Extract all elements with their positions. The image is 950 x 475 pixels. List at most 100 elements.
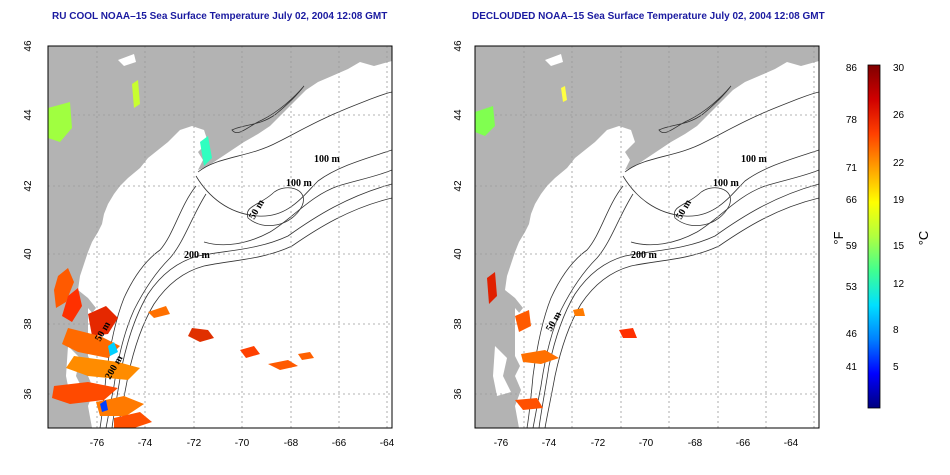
y-axis-ticks: 46 44 42 40 38 36 <box>23 40 34 400</box>
y-axis-ticks: 46 44 42 40 38 36 <box>453 40 464 400</box>
depth-label: 100 m <box>286 178 313 189</box>
bathymetry-contour <box>622 149 819 217</box>
sst-patch-warm <box>54 268 74 308</box>
sst-patch-cool <box>48 102 72 142</box>
map-gridlines <box>475 46 819 428</box>
x-tick-label: -72 <box>187 438 202 449</box>
y-tick-label: 38 <box>453 318 464 330</box>
x-axis-ticks: -76 -74 -72 -70 -68 -66 -64 <box>494 438 799 449</box>
bathymetry-contour <box>246 187 304 226</box>
celsius-tick-label: 5 <box>893 362 899 373</box>
map-frame <box>474 45 820 429</box>
temperature-colorbar: 86 78 71 66 59 53 46 41 30 26 22 19 15 1… <box>831 63 931 409</box>
fahrenheit-tick-label: 46 <box>846 329 858 340</box>
x-tick-label: -68 <box>688 438 703 449</box>
sst-patch-cold <box>100 400 108 412</box>
fahrenheit-tick-label: 78 <box>846 115 858 126</box>
bathymetry-contour <box>538 183 819 428</box>
sst-patch-cool <box>132 80 140 108</box>
bathymetry-contour <box>532 193 634 428</box>
y-tick-label: 44 <box>453 109 464 121</box>
sst-patch-warm <box>62 328 120 358</box>
sst-patch-warm <box>66 356 140 380</box>
sst-patch-warm <box>52 382 118 404</box>
x-tick-label: -72 <box>591 438 606 449</box>
right-sst-map[interactable]: 100 m 100 m 50 m 200 m 50 m -76 -74 -72 … <box>453 40 820 449</box>
bathymetry-contour <box>673 187 731 226</box>
lake-shape <box>118 54 136 66</box>
colorbar-scale <box>867 64 881 409</box>
x-tick-label: -68 <box>284 438 299 449</box>
x-tick-label: -64 <box>380 438 395 449</box>
map-gridlines <box>48 46 392 428</box>
x-tick-label: -76 <box>494 438 509 449</box>
sst-patch-warm <box>268 360 298 370</box>
x-tick-label: -70 <box>235 438 250 449</box>
bathymetry-contour <box>231 85 305 134</box>
fahrenheit-tick-label: 66 <box>846 195 858 206</box>
left-map-title: RU COOL NOAA–15 Sea Surface Temperature … <box>52 11 388 22</box>
celsius-tick-label: 30 <box>893 63 905 74</box>
map-content: 100 m 100 m 50 m 200 m 50 m <box>475 46 819 428</box>
colorbar-celsius-ticks: 30 26 22 19 15 12 8 5 <box>893 63 905 373</box>
sst-patch-cool <box>561 86 567 102</box>
y-tick-label: 46 <box>453 40 464 52</box>
sst-patch-warm <box>487 272 497 304</box>
bathymetry-contour <box>658 85 732 134</box>
celsius-tick-label: 8 <box>893 325 899 336</box>
celsius-tick-label: 19 <box>893 195 905 206</box>
y-tick-label: 42 <box>453 180 464 192</box>
bay-shape <box>493 346 511 396</box>
sst-patch-warm <box>148 306 170 318</box>
colorbar-fahrenheit-ticks: 86 78 71 66 59 53 46 41 <box>846 63 858 373</box>
sst-patch-warm <box>114 412 152 428</box>
fahrenheit-tick-label: 71 <box>846 163 858 174</box>
map-frame <box>47 45 393 429</box>
sst-patch-warm <box>619 328 637 338</box>
y-tick-label: 40 <box>453 248 464 260</box>
celsius-tick-label: 26 <box>893 110 905 121</box>
sst-patch-warm <box>521 350 559 364</box>
depth-label: 100 m <box>713 178 740 189</box>
fahrenheit-tick-label: 53 <box>846 282 858 293</box>
y-tick-label: 46 <box>23 40 34 52</box>
map-content: 100 m 100 m 50 m 200 m 50 m 200 m <box>48 46 392 428</box>
depth-label: 100 m <box>741 154 768 165</box>
celsius-tick-label: 15 <box>893 241 905 252</box>
bathymetry-contour <box>624 91 819 173</box>
x-tick-label: -76 <box>90 438 105 449</box>
y-tick-label: 40 <box>23 248 34 260</box>
depth-label: 100 m <box>314 154 341 165</box>
right-map-title: DECLOUDED NOAA–15 Sea Surface Temperatur… <box>472 11 825 22</box>
bathymetry-contour <box>197 91 392 173</box>
sst-patch-warm <box>515 398 543 410</box>
bathymetry-contour <box>526 185 624 428</box>
sst-patch-warm <box>240 346 260 358</box>
sst-patch-warm <box>96 396 144 416</box>
depth-label: 200 m <box>631 250 658 261</box>
sst-patch-warm <box>515 310 531 332</box>
y-tick-label: 36 <box>23 388 34 400</box>
fahrenheit-unit-label: °F <box>831 231 846 244</box>
y-tick-label: 36 <box>453 388 464 400</box>
sst-patch-warm <box>88 306 118 336</box>
x-tick-label: -70 <box>639 438 654 449</box>
bathymetry-contour <box>195 149 392 217</box>
sst-patches <box>475 86 637 410</box>
sst-patch-warm <box>62 288 82 322</box>
land-mass <box>475 46 819 428</box>
bathymetry-contour <box>630 169 819 246</box>
y-tick-label: 42 <box>23 180 34 192</box>
sst-patches <box>48 80 314 428</box>
y-tick-label: 38 <box>23 318 34 330</box>
depth-label: 200 m <box>184 250 211 261</box>
left-sst-map[interactable]: 100 m 100 m 50 m 200 m 50 m 200 m -76 -7… <box>23 40 395 449</box>
sst-patch-warm <box>573 308 585 316</box>
sst-patch-warm <box>298 352 314 360</box>
bathymetry-contour <box>203 169 392 246</box>
sst-patch-cool <box>200 136 212 166</box>
x-tick-label: -74 <box>138 438 153 449</box>
bathymetry-contour <box>544 197 819 428</box>
x-tick-label: -66 <box>736 438 751 449</box>
